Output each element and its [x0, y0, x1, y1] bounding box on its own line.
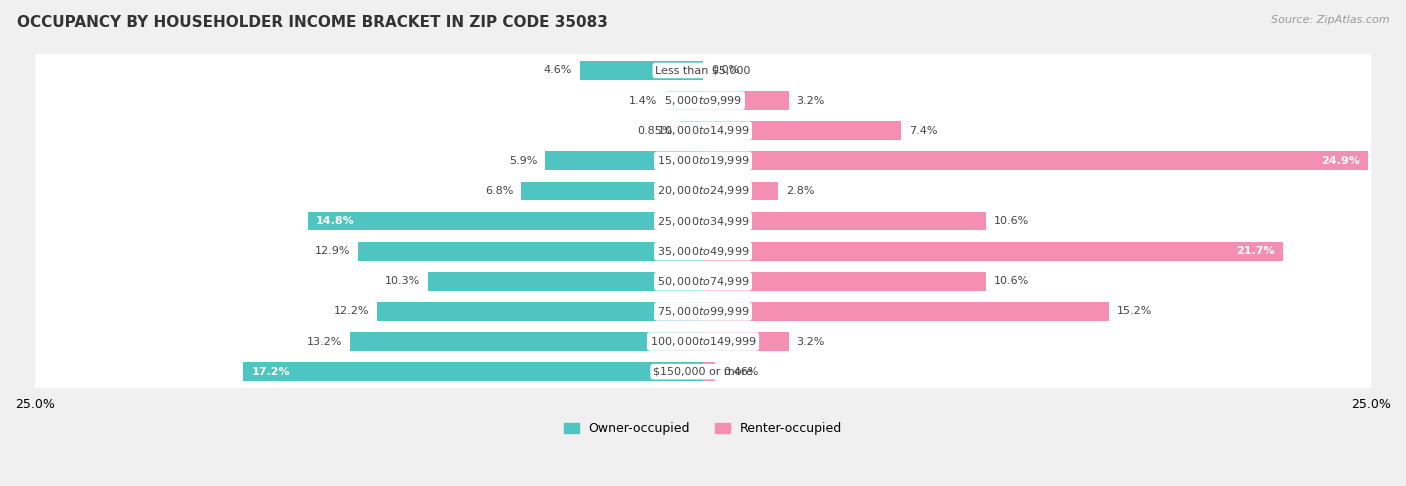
- Bar: [243, 362, 703, 381]
- Bar: [703, 182, 778, 200]
- Text: 10.6%: 10.6%: [994, 216, 1029, 226]
- Text: $100,000 to $149,999: $100,000 to $149,999: [650, 335, 756, 348]
- Legend: Owner-occupied, Renter-occupied: Owner-occupied, Renter-occupied: [564, 422, 842, 435]
- FancyBboxPatch shape: [31, 263, 1375, 299]
- Bar: [703, 272, 986, 291]
- Bar: [522, 182, 703, 200]
- Text: $35,000 to $49,999: $35,000 to $49,999: [657, 244, 749, 258]
- Text: 1.4%: 1.4%: [630, 96, 658, 105]
- Text: 7.4%: 7.4%: [908, 126, 938, 136]
- Bar: [665, 91, 703, 110]
- FancyBboxPatch shape: [31, 52, 1375, 88]
- Bar: [308, 212, 703, 230]
- Text: 13.2%: 13.2%: [307, 336, 342, 347]
- Text: $75,000 to $99,999: $75,000 to $99,999: [657, 305, 749, 318]
- Text: $10,000 to $14,999: $10,000 to $14,999: [657, 124, 749, 137]
- Text: 4.6%: 4.6%: [544, 66, 572, 75]
- Bar: [703, 302, 1109, 321]
- Bar: [703, 242, 1282, 260]
- FancyBboxPatch shape: [31, 324, 1375, 360]
- Text: 12.9%: 12.9%: [315, 246, 350, 256]
- Text: 10.6%: 10.6%: [994, 276, 1029, 286]
- Text: 10.3%: 10.3%: [384, 276, 420, 286]
- Text: $150,000 or more: $150,000 or more: [654, 366, 752, 377]
- Text: 21.7%: 21.7%: [1236, 246, 1275, 256]
- Text: 14.8%: 14.8%: [315, 216, 354, 226]
- FancyBboxPatch shape: [31, 83, 1375, 119]
- Text: $5,000 to $9,999: $5,000 to $9,999: [664, 94, 742, 107]
- Text: OCCUPANCY BY HOUSEHOLDER INCOME BRACKET IN ZIP CODE 35083: OCCUPANCY BY HOUSEHOLDER INCOME BRACKET …: [17, 15, 607, 30]
- FancyBboxPatch shape: [31, 173, 1375, 209]
- Text: $15,000 to $19,999: $15,000 to $19,999: [657, 155, 749, 167]
- Text: 17.2%: 17.2%: [252, 366, 290, 377]
- Bar: [703, 91, 789, 110]
- Text: Source: ZipAtlas.com: Source: ZipAtlas.com: [1271, 15, 1389, 25]
- Text: $20,000 to $24,999: $20,000 to $24,999: [657, 184, 749, 197]
- Text: 0.0%: 0.0%: [711, 66, 740, 75]
- Text: $25,000 to $34,999: $25,000 to $34,999: [657, 214, 749, 227]
- Bar: [427, 272, 703, 291]
- Text: 0.46%: 0.46%: [723, 366, 759, 377]
- Text: Less than $5,000: Less than $5,000: [655, 66, 751, 75]
- Bar: [581, 61, 703, 80]
- Text: 24.9%: 24.9%: [1322, 156, 1361, 166]
- Bar: [546, 152, 703, 170]
- FancyBboxPatch shape: [31, 143, 1375, 179]
- FancyBboxPatch shape: [31, 203, 1375, 239]
- Text: 6.8%: 6.8%: [485, 186, 513, 196]
- Bar: [359, 242, 703, 260]
- Bar: [703, 152, 1368, 170]
- Bar: [703, 122, 901, 140]
- Text: 2.8%: 2.8%: [786, 186, 814, 196]
- Bar: [703, 362, 716, 381]
- FancyBboxPatch shape: [31, 233, 1375, 269]
- Text: 0.85%: 0.85%: [637, 126, 672, 136]
- Bar: [703, 212, 986, 230]
- Bar: [681, 122, 703, 140]
- FancyBboxPatch shape: [31, 354, 1375, 390]
- Text: 3.2%: 3.2%: [797, 96, 825, 105]
- Bar: [703, 332, 789, 351]
- Text: 12.2%: 12.2%: [333, 306, 368, 316]
- Text: 5.9%: 5.9%: [509, 156, 537, 166]
- Bar: [377, 302, 703, 321]
- Bar: [350, 332, 703, 351]
- FancyBboxPatch shape: [31, 294, 1375, 330]
- Text: 3.2%: 3.2%: [797, 336, 825, 347]
- Text: 15.2%: 15.2%: [1118, 306, 1153, 316]
- Text: $50,000 to $74,999: $50,000 to $74,999: [657, 275, 749, 288]
- FancyBboxPatch shape: [31, 113, 1375, 149]
